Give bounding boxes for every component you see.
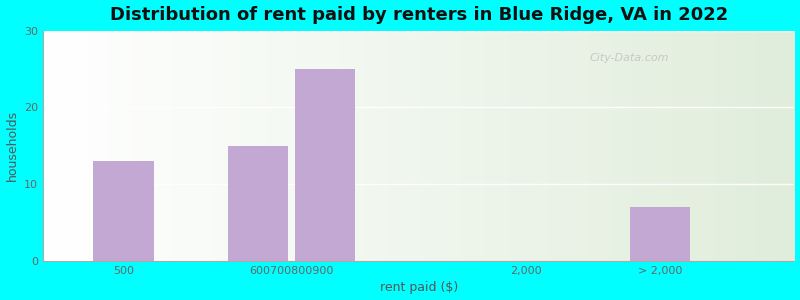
Text: City-Data.com: City-Data.com	[590, 53, 669, 63]
Bar	[630, 207, 690, 261]
Bar	[227, 146, 288, 261]
Bar	[94, 161, 154, 261]
X-axis label: rent paid ($): rent paid ($)	[380, 281, 458, 294]
Bar	[294, 69, 355, 261]
Title: Distribution of rent paid by renters in Blue Ridge, VA in 2022: Distribution of rent paid by renters in …	[110, 6, 728, 24]
Y-axis label: households: households	[6, 110, 18, 182]
